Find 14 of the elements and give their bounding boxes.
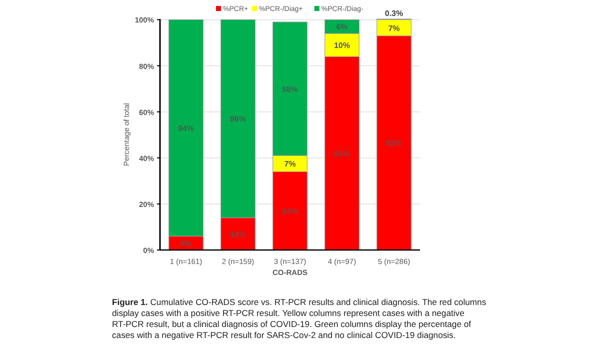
- caption: Figure 1. Cumulative CO-RADS score vs. RT-PCR results and clinical diagnosis. The red columns display cases with a positive RT-PCR result. Yellow columns represent cases with a negative RT-PCR result, but a clinical diagnosis of COVID-19. Green columns display the percentage of cases with a negative RT-PCR result for SARS-Cov-2 and no clinical COVID-19 diagnosis.: [112, 297, 486, 340]
- data-label: 84%: [334, 149, 350, 158]
- data-label: 0.3%: [384, 9, 404, 18]
- data-label: 7%: [284, 160, 296, 169]
- data-label: 10%: [334, 41, 350, 50]
- data-label: 94%: [178, 124, 194, 133]
- data-label: 7%: [388, 24, 400, 33]
- data-label: 34%: [282, 206, 298, 216]
- data-label: 93%: [386, 138, 402, 148]
- data-label: 6%: [180, 239, 192, 248]
- data-label: 86%: [230, 114, 246, 124]
- data-label: 6%: [336, 22, 348, 32]
- data-label: 14%: [230, 230, 246, 239]
- data-label: 58%: [282, 84, 298, 94]
